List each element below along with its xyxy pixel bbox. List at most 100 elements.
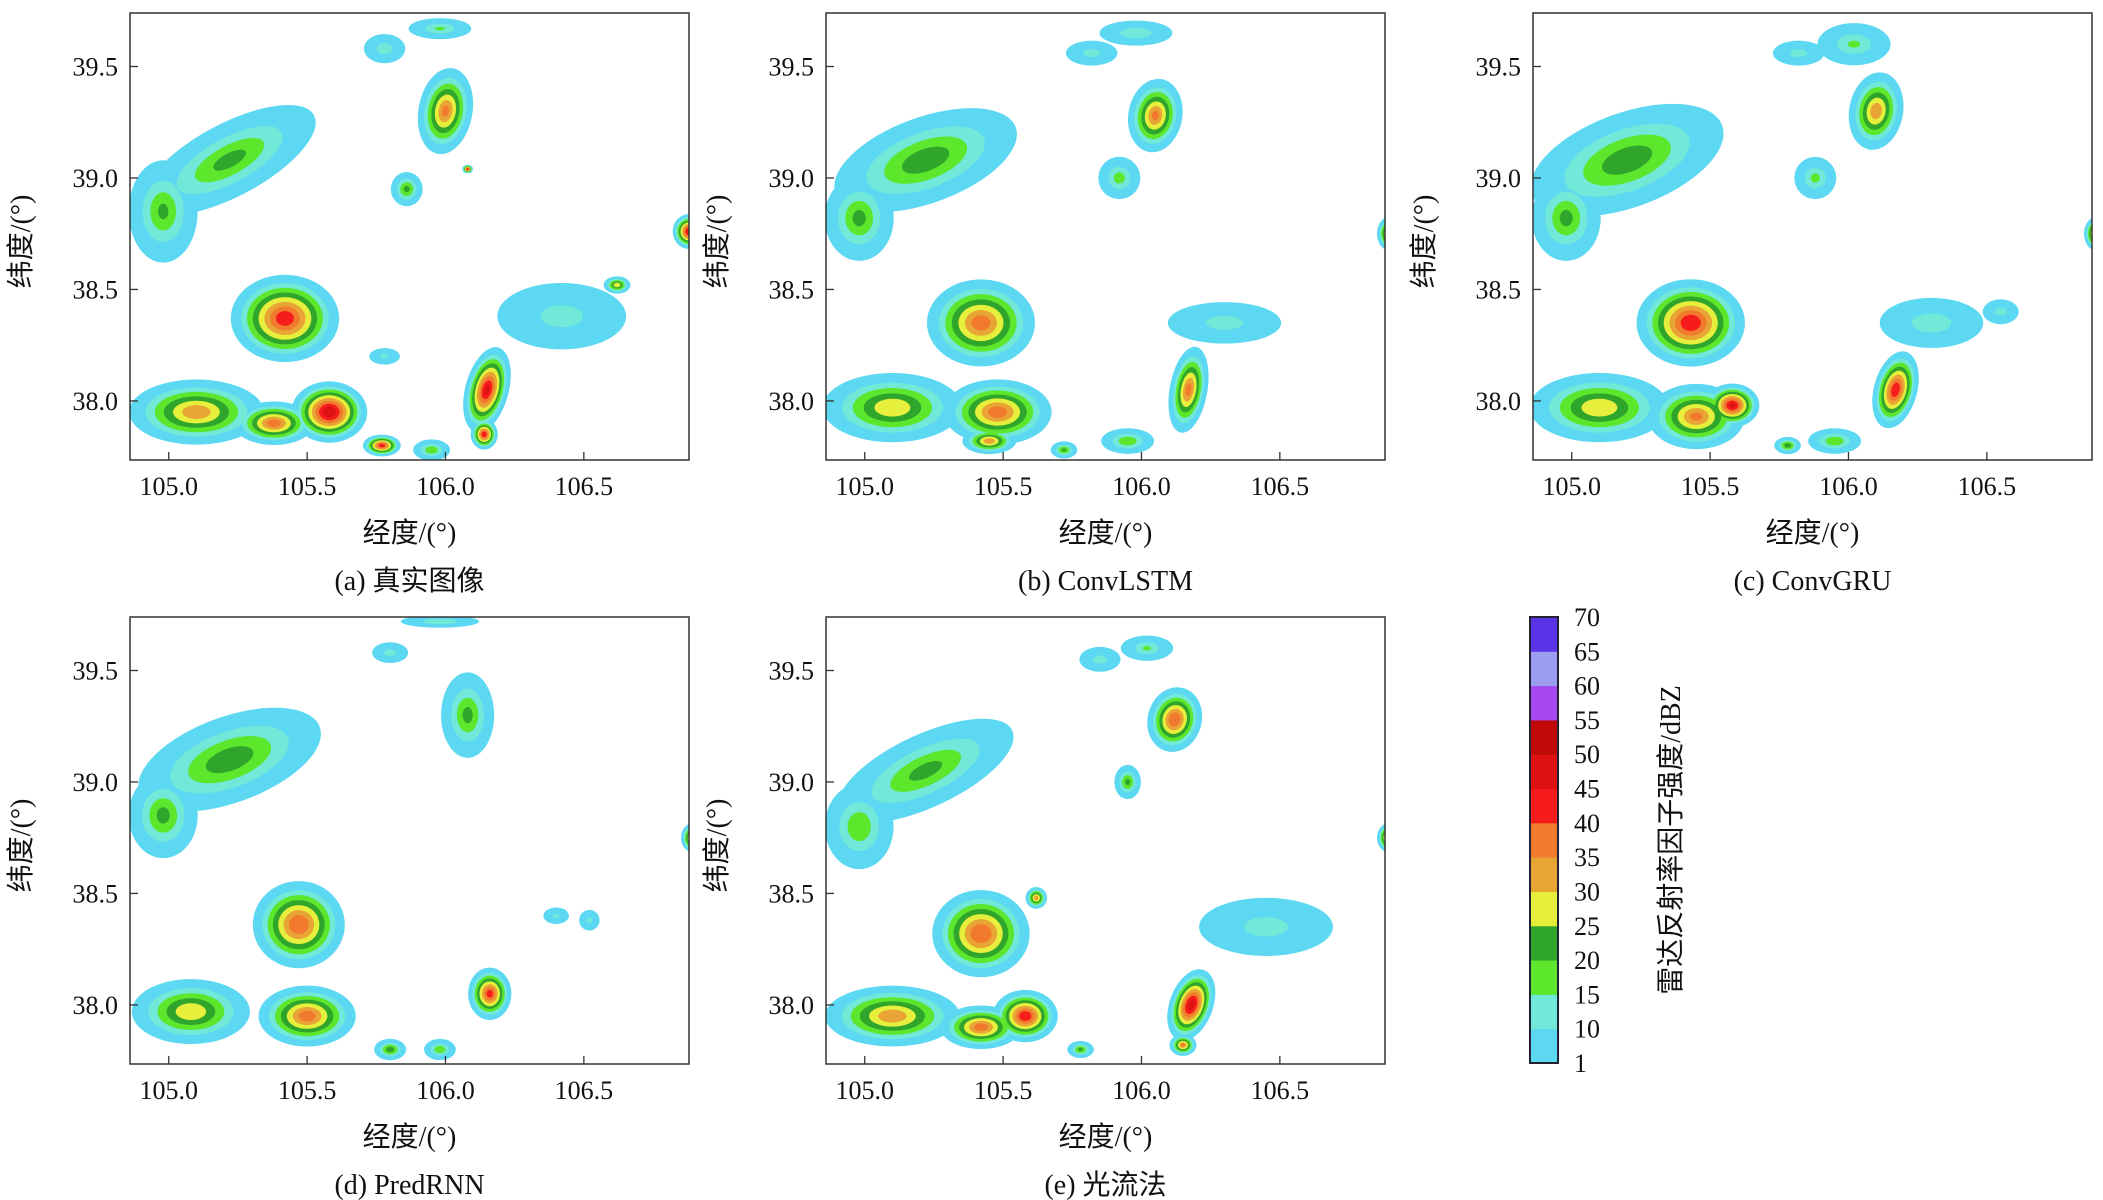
panel-caption: (c) ConvGRU	[1734, 566, 1892, 597]
x-tick-label: 105.5	[974, 1076, 1033, 1105]
colorbar-tick-label: 45	[1574, 775, 1600, 804]
y-tick-label: 38.0	[769, 991, 815, 1020]
radar-cell-level	[901, 146, 950, 174]
panel-d: 105.0 105.5 106.0 106.5 38.0 38.5 39.0 39.5 经度/(…	[5, 616, 700, 1200]
x-tick-label: 106.0	[416, 1076, 475, 1105]
y-tick-label: 38.0	[1476, 387, 1522, 416]
radar-cell-level	[1243, 917, 1289, 937]
radar-cell-level	[687, 833, 689, 843]
y-tick-label: 38.5	[1476, 275, 1522, 304]
x-tick-label: 106.0	[1112, 1076, 1171, 1105]
y-tick-label: 39.5	[1476, 53, 1522, 82]
x-axis-label: 经度/(°)	[363, 1121, 457, 1153]
x-tick-label: 106.5	[555, 472, 614, 501]
x-tick-label: 106.5	[1958, 472, 2017, 501]
radar-cell-level	[1581, 398, 1618, 417]
panel-e: 105.0 105.5 106.0 106.5 38.0 38.5 39.0 39.5 经度/(…	[701, 616, 1395, 1200]
y-tick-label: 39.5	[769, 53, 815, 82]
radar-cell-level	[1384, 836, 1385, 840]
radar-cell-level	[1120, 27, 1152, 39]
colorbar-label: 雷达反射率因子强度/dBZ	[1655, 685, 1687, 995]
radar-cell-level	[384, 649, 397, 657]
radar-cell-level	[908, 760, 943, 781]
colorbar-swatch	[1530, 925, 1558, 961]
radar-cell-level	[1151, 110, 1159, 121]
x-tick-label: 106.5	[555, 1076, 614, 1105]
radar-cell-level	[689, 832, 700, 844]
colorbar-tick-label: 70	[1574, 603, 1600, 632]
radar-cell-level	[1386, 833, 1395, 843]
radar-cell-level	[175, 1003, 207, 1020]
reflectivity-field	[130, 617, 700, 1061]
radar-cell-level	[1384, 229, 1385, 238]
colorbar-swatch	[1530, 719, 1558, 755]
x-tick-label: 106.0	[1819, 472, 1878, 501]
radar-cell-level	[1784, 443, 1792, 448]
radar-cell-level	[1389, 836, 1392, 840]
radar-cell-level	[691, 833, 699, 842]
radar-cell-level	[1118, 436, 1137, 446]
radar-cell-level	[1847, 40, 1861, 48]
radar-cell-level	[1994, 307, 2007, 316]
radar-cell-level	[1680, 314, 1701, 331]
radar-cell-level	[983, 438, 995, 444]
colorbar-tick-label: 35	[1574, 843, 1600, 872]
colorbar-tick-label: 1	[1574, 1049, 1587, 1078]
radar-cell-level	[486, 989, 493, 998]
radar-cell-level	[970, 924, 992, 944]
y-tick-label: 39.0	[73, 768, 119, 797]
panel-b: 105.0 105.5 106.0 106.5 38.0 38.5 39.0 39.5 经度/(…	[701, 12, 1396, 597]
colorbar-swatch	[1530, 1028, 1558, 1064]
radar-cell-level	[1187, 999, 1196, 1011]
radar-cell-level	[441, 105, 450, 117]
y-tick-label: 38.0	[769, 387, 815, 416]
radar-cell-level	[1386, 227, 1396, 240]
y-tick-label: 38.5	[769, 275, 815, 304]
panel-caption: (e) 光流法	[1044, 1169, 1166, 1200]
y-axis-label: 纬度/(°)	[5, 799, 37, 893]
x-tick-label: 105.0	[139, 472, 198, 501]
y-tick-label: 39.0	[73, 164, 119, 193]
radar-cell-level	[385, 1046, 395, 1053]
colorbar-swatch	[1530, 651, 1558, 687]
colorbar-swatch	[1530, 754, 1558, 790]
x-axis-label: 经度/(°)	[363, 517, 457, 549]
radar-cell-level	[275, 311, 294, 326]
radar-cell-level	[484, 384, 490, 395]
colorbar-swatch	[1530, 891, 1558, 927]
panel-caption: (b) ConvLSTM	[1018, 566, 1193, 597]
plot-frame	[1532, 12, 2093, 461]
radar-cell-level	[971, 315, 991, 331]
radar-cell-level	[1093, 655, 1107, 664]
radar-cell-level	[1185, 383, 1192, 397]
y-tick-label: 38.5	[73, 879, 119, 908]
x-tick-label: 105.0	[835, 1076, 894, 1105]
y-tick-label: 38.0	[73, 387, 119, 416]
y-axis-label: 纬度/(°)	[701, 799, 733, 893]
y-tick-label: 39.5	[73, 657, 119, 686]
radar-cell-level	[158, 203, 169, 220]
radar-cell-level	[205, 746, 254, 774]
y-tick-label: 38.5	[73, 275, 119, 304]
radar-cell-level	[2095, 230, 2100, 236]
radar-cell-level	[878, 1009, 907, 1023]
plot-frame	[129, 616, 690, 1065]
radar-cell-level	[1181, 1043, 1185, 1047]
colorbar-tick-label: 55	[1574, 706, 1600, 735]
colorbar-tick-label: 40	[1574, 809, 1600, 838]
radar-cell-level	[1083, 49, 1101, 58]
radar-cell-level	[462, 706, 473, 724]
colorbar-swatch	[1530, 617, 1558, 652]
radar-cell-level	[692, 835, 697, 841]
radar-cell-level	[1205, 316, 1244, 330]
radar-cell-level	[847, 812, 871, 842]
panel-a: 105.0 105.5 106.0 106.5 38.0 38.5 39.0 39.5 经度/(…	[5, 12, 690, 597]
radar-cell-level	[425, 446, 438, 454]
x-tick-label: 106.5	[1251, 472, 1310, 501]
reflectivity-field	[826, 635, 1395, 1059]
radar-cell-level	[1559, 210, 1573, 227]
radar-cell-level	[434, 26, 446, 31]
x-tick-label: 105.0	[1542, 472, 1601, 501]
x-axis-label: 经度/(°)	[1059, 1121, 1153, 1153]
colorbar-swatch	[1530, 994, 1558, 1030]
